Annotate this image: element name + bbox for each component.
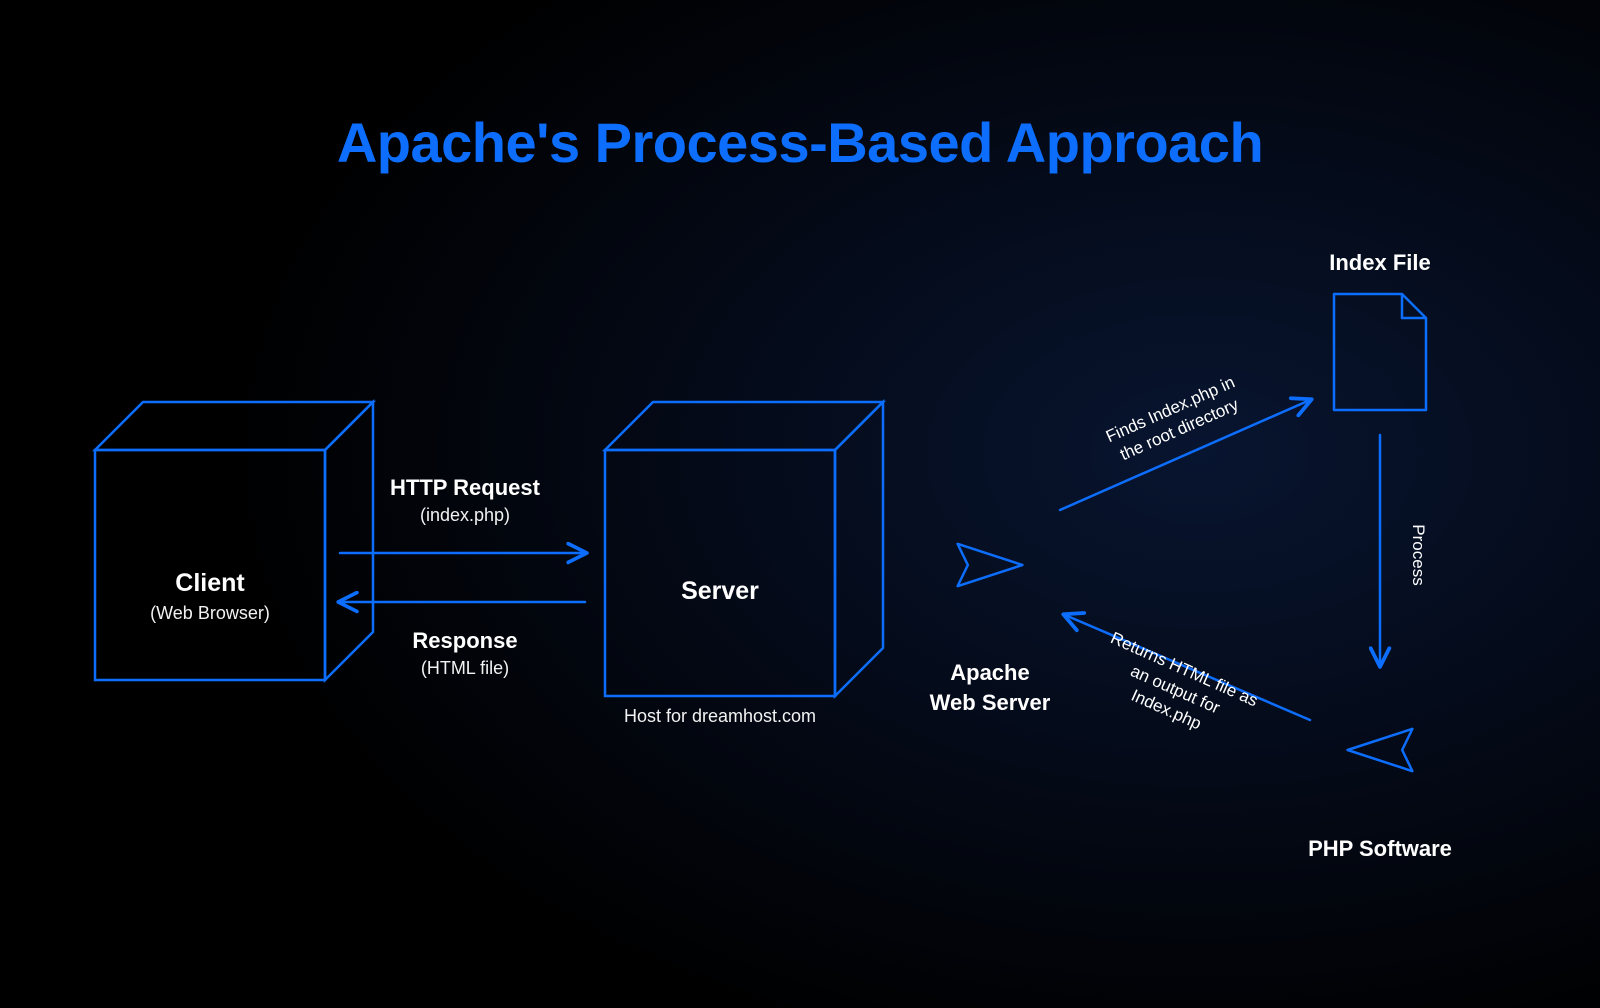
server-label: Server bbox=[520, 575, 920, 609]
client-label: Client (Web Browser) bbox=[10, 567, 410, 625]
response-label: Response (HTML file) bbox=[265, 626, 665, 680]
index-file-label: Index File bbox=[1180, 248, 1580, 278]
request-label: HTTP Request (index.php) bbox=[265, 473, 665, 527]
php-label: PHP Software bbox=[1180, 834, 1580, 864]
diagram-title: Apache's Process-Based Approach bbox=[0, 110, 1600, 175]
process-label: Process bbox=[1407, 524, 1429, 585]
